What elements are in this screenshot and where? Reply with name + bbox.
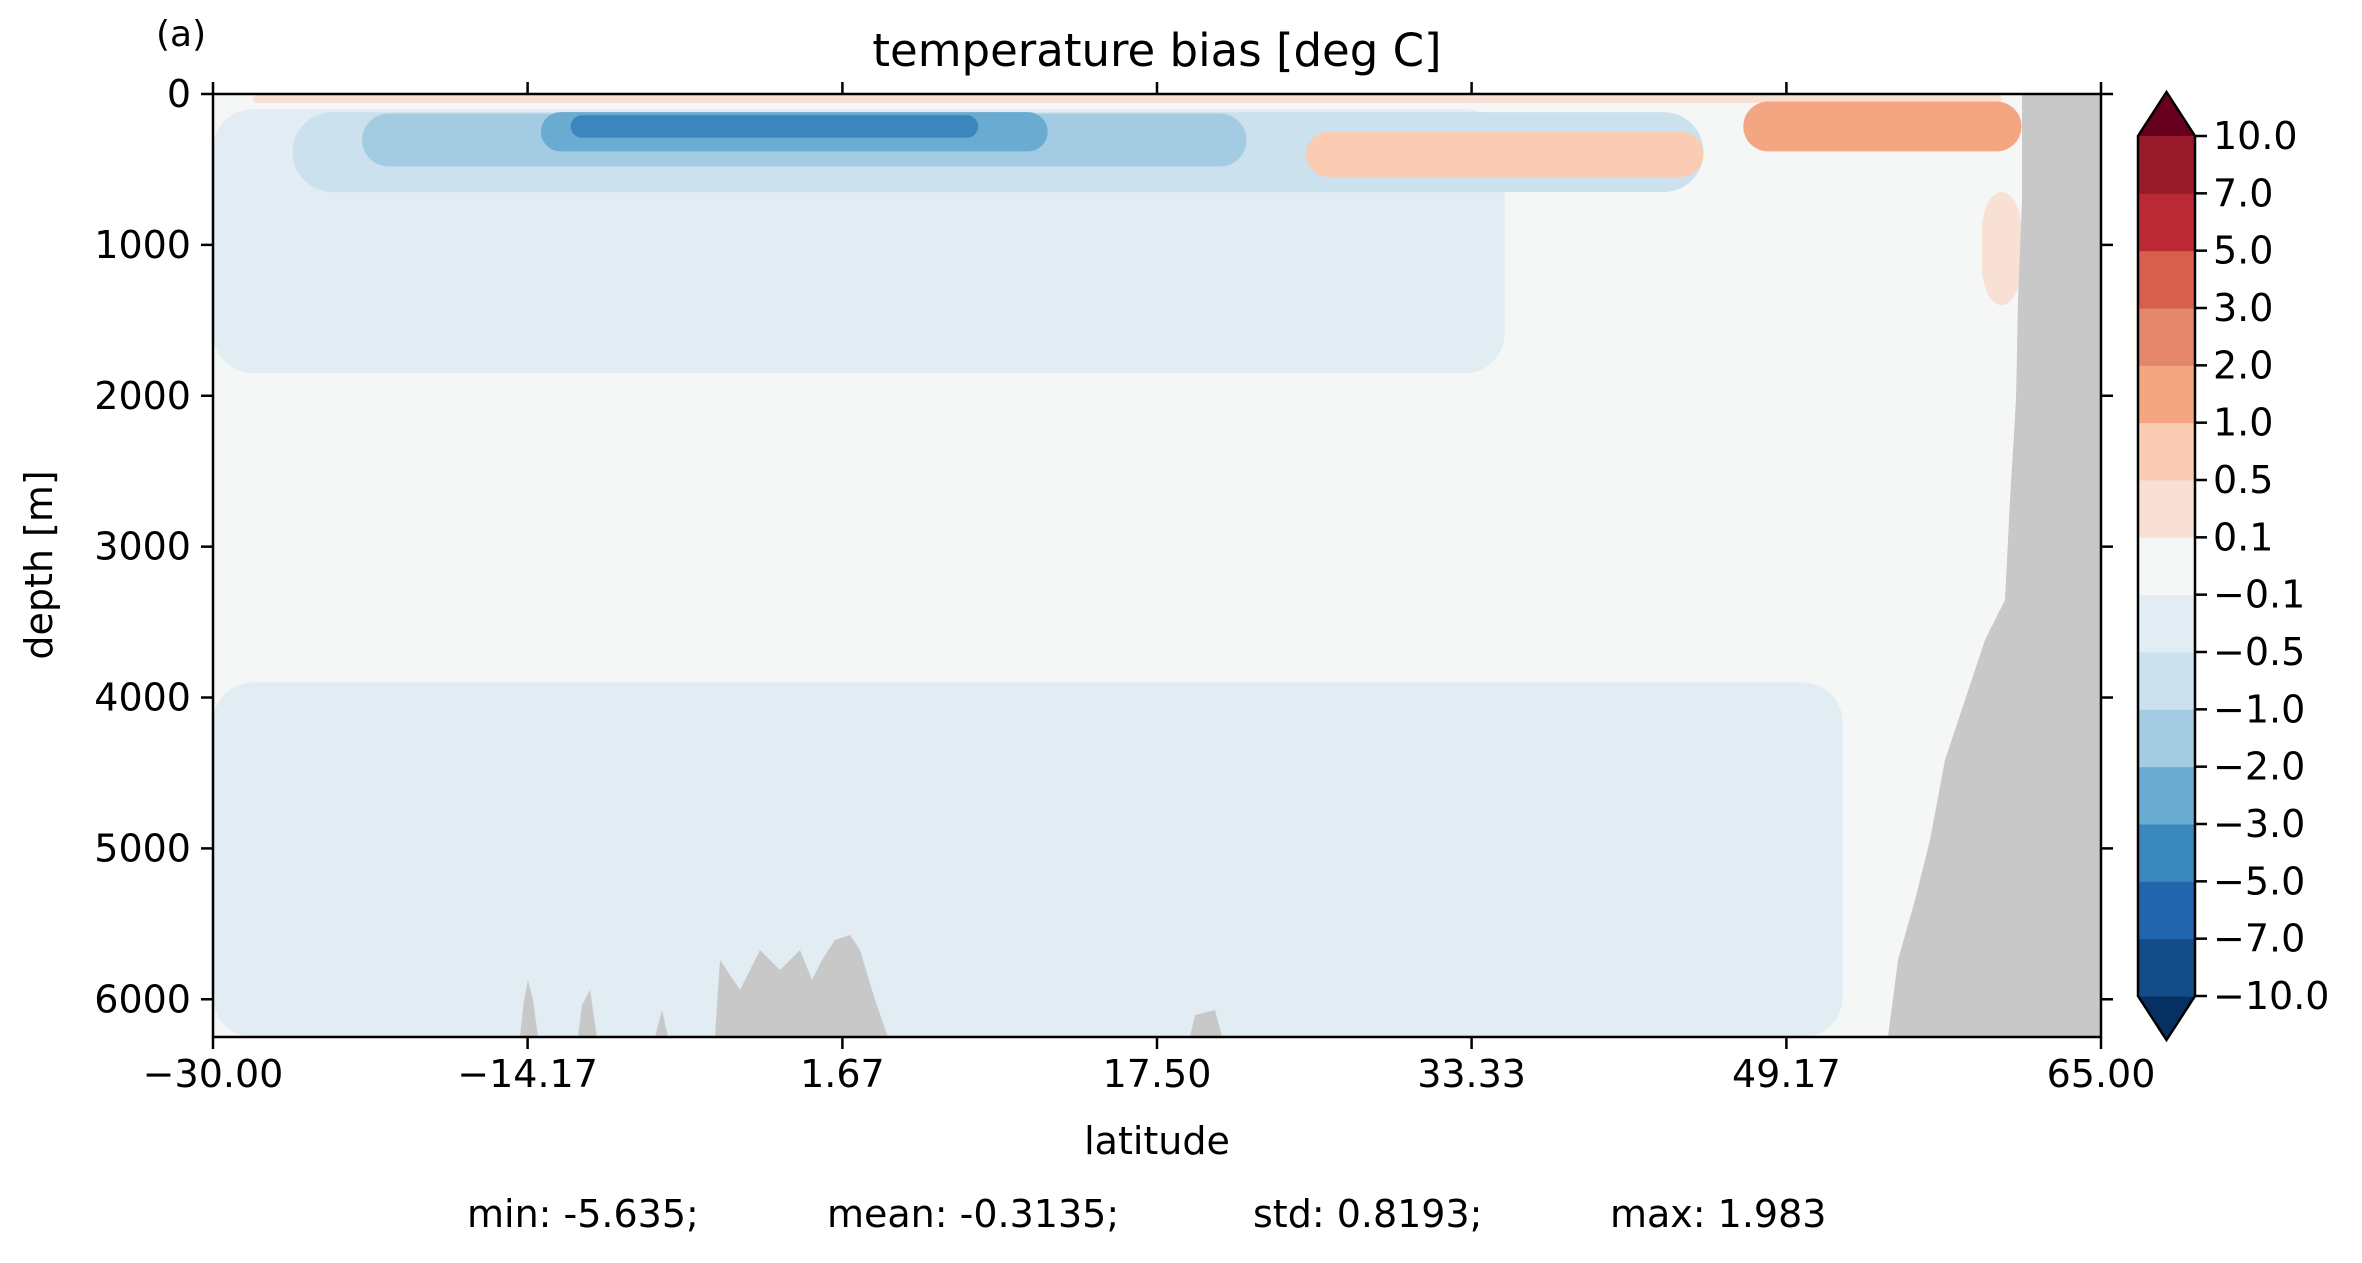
y-tick-label: 2000 (94, 374, 191, 418)
land-mask-seafloor (520, 935, 1222, 1037)
y-axis-label: depth [m] (17, 470, 61, 659)
stats-summary: min: -5.635; mean: -0.3135; std: 0.8193;… (0, 1192, 2362, 1252)
contour-band-8 (1743, 101, 2022, 152)
x-tick-label: 1.67 (800, 1052, 885, 1096)
colorbar-segment (2138, 938, 2195, 997)
colorbar-tick-label: 7.0 (2213, 171, 2273, 215)
colorbar-segment (2138, 652, 2195, 710)
colorbar-segment (2138, 136, 2195, 194)
x-axis-label: latitude (1084, 1119, 1230, 1163)
plot-frame (211, 92, 2103, 1039)
colorbar-tick-label: −10.0 (2213, 974, 2329, 1018)
stat-mean: mean: -0.3135; (827, 1192, 1120, 1236)
colorbar-tick-label: 10.0 (2213, 114, 2298, 158)
contour-band-9 (1981, 192, 2022, 306)
x-tick-label: 33.33 (1417, 1052, 1526, 1096)
colorbar-tick-label: −2.0 (2213, 745, 2305, 789)
colorbar-segment (2138, 824, 2195, 882)
y-tick-label: 0 (167, 72, 191, 116)
colorbar-segment (2138, 480, 2195, 538)
colorbar-tick-label: 3.0 (2213, 286, 2273, 330)
colorbar-segment (2138, 881, 2195, 940)
stat-std: std: 0.8193; (1253, 1192, 1483, 1236)
contour-band-5 (570, 115, 979, 138)
stat-min: min: -5.635; (467, 1192, 699, 1236)
stat-max: max: 1.983 (1610, 1192, 1827, 1236)
colorbar-segment (2138, 709, 2195, 768)
contour-band-1 (213, 682, 1843, 1037)
colorbar-tick-label: 5.0 (2213, 229, 2273, 273)
colorbar-tick-label: −5.0 (2213, 859, 2305, 903)
colorbar-tick-label: 0.5 (2213, 458, 2273, 502)
panel-label: (a) (156, 14, 206, 55)
chart-title: temperature bias [deg C] (872, 24, 1441, 77)
colorbar-tick-label: −0.1 (2213, 573, 2305, 617)
colorbar-segment (2138, 422, 2195, 481)
y-tick-label: 1000 (94, 223, 191, 267)
colorbar-segment (2138, 250, 2195, 309)
y-tick-label: 3000 (94, 525, 191, 569)
colorbar-segment (2138, 537, 2195, 596)
land-mask-north (1888, 94, 2101, 1037)
x-tick-label: 17.50 (1103, 1052, 1212, 1096)
colorbar-tick-label: 2.0 (2213, 343, 2273, 387)
x-tick-label: −30.00 (143, 1052, 284, 1096)
colorbar-tick-label: −0.5 (2213, 630, 2305, 674)
colorbar-tick-label: −7.0 (2213, 917, 2305, 961)
x-tick-label: 65.00 (2047, 1052, 2156, 1096)
plot-area (213, 94, 2101, 1037)
colorbar-extend-min (2138, 996, 2195, 1040)
y-tick-label: 5000 (94, 826, 191, 870)
colorbar-segment (2138, 766, 2195, 825)
y-tick-label: 6000 (94, 977, 191, 1021)
contour-band-7 (1306, 131, 1704, 177)
y-tick-label: 4000 (94, 676, 191, 720)
colorbar-tick-label: 0.1 (2213, 515, 2273, 559)
colorbar-tick-label: −1.0 (2213, 687, 2305, 731)
colorbar-tick-label: 1.0 (2213, 401, 2273, 445)
colorbar-extend-max (2138, 92, 2195, 136)
x-tick-label: −14.17 (457, 1052, 598, 1096)
colorbar-segment (2138, 365, 2195, 424)
x-tick-label: 49.17 (1732, 1052, 1841, 1096)
colorbar-segment (2138, 193, 2195, 252)
contour-band-6 (252, 94, 2002, 104)
colorbar-tick-label: −3.0 (2213, 802, 2305, 846)
colorbar-segment (2138, 594, 2195, 653)
colorbar-segment (2138, 308, 2195, 366)
